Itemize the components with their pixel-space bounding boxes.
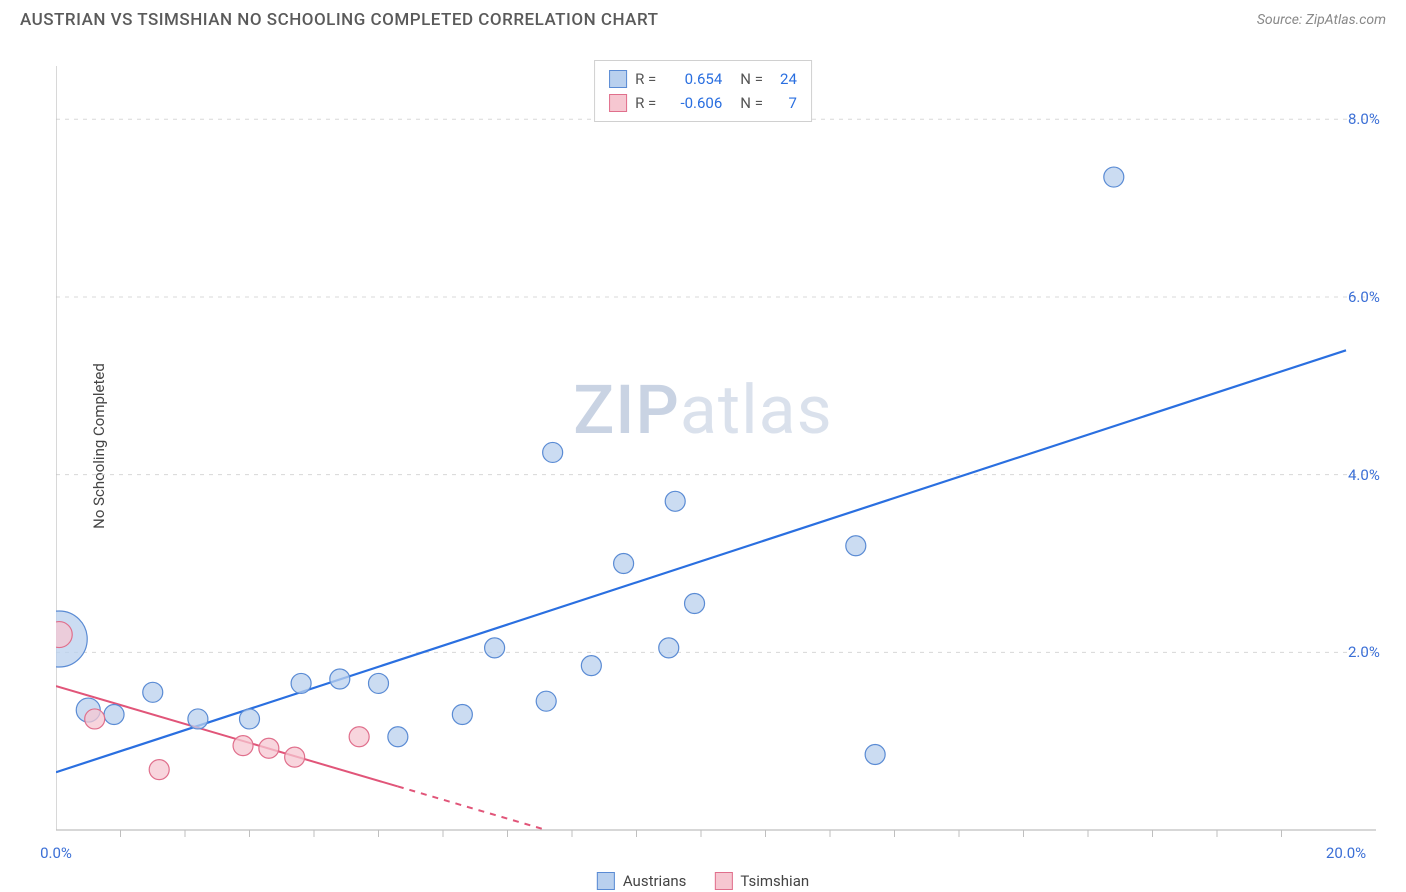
legend-series-label: Tsimshian [740,872,809,890]
chart-title: AUSTRIAN VS TSIMSHIAN NO SCHOOLING COMPL… [20,10,658,30]
legend-swatch [609,70,627,88]
x-tick-label: 20.0% [1326,844,1366,862]
n-value: 7 [771,91,797,115]
legend-series: Austrians Tsimshian [597,872,809,890]
legend-series-item: Austrians [597,872,687,890]
x-tick-label: 0.0% [40,844,72,862]
legend-stat-row: R = -0.606 N = 7 [609,91,797,115]
n-label: N = [740,67,763,91]
legend-series-item: Tsimshian [714,872,809,890]
r-value: -0.606 [664,91,722,115]
legend-stat-row: R = 0.654 N = 24 [609,67,797,91]
r-value: 0.654 [664,67,722,91]
legend-swatch [597,872,615,890]
r-label: R = [635,67,656,91]
scatter-plot [56,54,1386,844]
y-tick-label: 8.0% [1348,110,1380,128]
legend-swatch [714,872,732,890]
n-value: 24 [771,67,797,91]
n-label: N = [740,91,763,115]
r-label: R = [635,91,656,115]
legend-series-label: Austrians [623,872,687,890]
y-tick-label: 2.0% [1348,643,1380,661]
y-tick-label: 6.0% [1348,288,1380,306]
legend-swatch [609,94,627,112]
y-tick-label: 4.0% [1348,466,1380,484]
legend-stats: R = 0.654 N = 24 R = -0.606 N = 7 [594,60,812,122]
header: AUSTRIAN VS TSIMSHIAN NO SCHOOLING COMPL… [0,0,1406,36]
chart-area: 0.0%20.0%2.0%4.0%6.0%8.0% [56,54,1386,844]
source-label: Source: ZipAtlas.com [1257,12,1386,28]
